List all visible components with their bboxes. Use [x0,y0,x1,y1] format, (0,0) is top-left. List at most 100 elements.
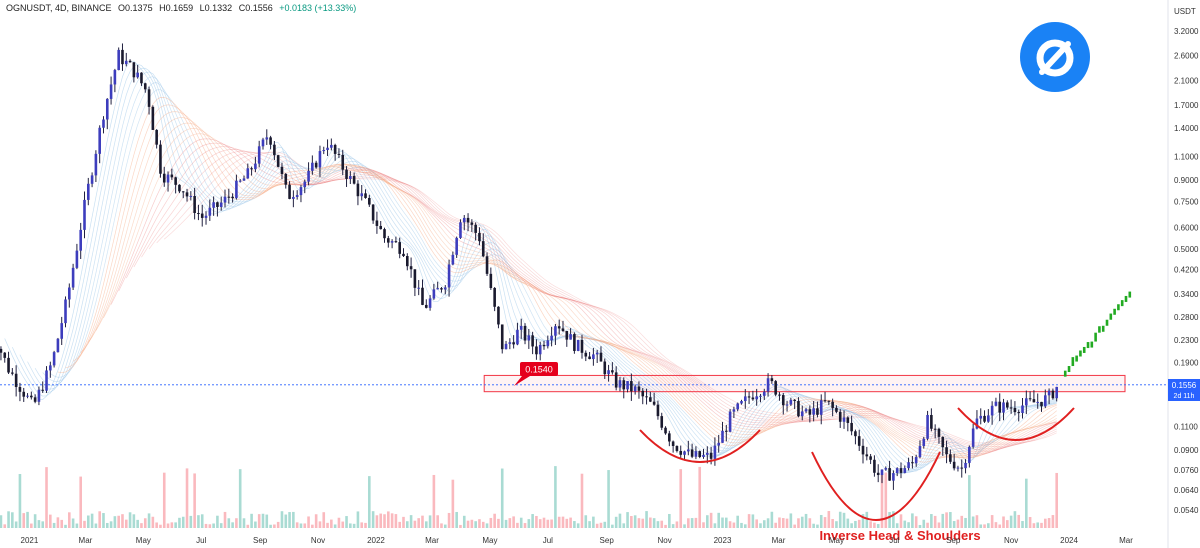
candle-body [998,401,1002,413]
candle-body [724,430,728,432]
candle-body [83,199,86,230]
volume-bar [497,518,500,528]
candle-body [690,449,694,457]
candle-body [204,215,208,218]
volume-bar [736,515,739,528]
candle-body [128,60,132,63]
candle-body [223,196,227,203]
candle-body [1021,405,1024,414]
candle-body [793,399,796,402]
candle-body [861,445,865,455]
candle-body [702,454,705,458]
candle-body [698,451,702,458]
volume-bar [888,512,891,528]
candle-body [538,344,542,355]
ma-ribbon-line [57,96,1057,463]
candle-body [314,162,318,168]
inverse-head-shoulders-curves [639,407,1075,521]
candle-body [402,253,405,257]
price-tick-label: 0.4200 [1174,265,1199,274]
bar-countdown: 2d 11h [1174,393,1195,400]
volume-bar [185,468,189,528]
volume-bar [952,521,956,528]
volume-bar [500,468,504,528]
volume-bar [64,524,67,528]
volume-bar [178,517,181,528]
candle-body [276,155,280,167]
volume-bar [987,523,990,528]
volume-bar [561,516,565,528]
volume-bar [979,524,983,528]
candle-body [603,361,607,375]
volume-bar [884,472,888,528]
volume-bar [595,523,599,528]
candle-body [595,352,599,355]
candle-body [1028,398,1032,400]
price-axis[interactable]: USDT 3.2000 2.6000 2.1000 1.7000 1.4000 1.100… [1167,0,1199,548]
volume-bar [827,511,831,528]
candle-body [98,127,101,154]
ma-ribbon-line [103,133,1057,458]
candle-body [774,381,777,395]
volume-bar [68,512,71,528]
volume-bar [523,523,527,528]
ma-ribbon-line [19,67,1057,473]
volume-bar [630,516,633,528]
volume-bar [911,513,914,528]
candle-body [421,287,424,305]
projection-bar [1079,350,1082,357]
candle-body [45,370,48,391]
ma-ribbon-line [110,138,1057,456]
volume-bar [379,513,383,528]
volume-bar [1044,518,1047,528]
volume-bar [98,511,101,528]
price-tick-label: 0.2300 [1174,336,1199,345]
volume-bar [656,521,660,528]
time-tick-label: Nov [1004,536,1018,545]
candle-body [307,170,310,182]
candle-body [330,144,333,148]
support-price-label: 0.1540 [514,362,558,386]
volume-bar [462,515,466,528]
candle-body [842,417,846,422]
volume-bar [11,512,14,528]
volume-bar [311,524,314,528]
volume-bar [971,516,975,528]
volume-bar [45,467,48,528]
candle-body [417,287,420,289]
candle-body [208,207,212,216]
time-axis[interactable]: 2021 Mar May Jul Sep Nov 2022 Mar May Jul Sep Nov 20… [0,536,1168,548]
volume-bar [223,511,227,528]
candle-body [812,408,815,415]
candle-body [949,454,952,462]
pattern-curve [957,407,1075,441]
volume-bar [326,522,329,528]
candle-body [797,401,800,417]
candle-body [288,184,291,199]
candle-body [219,202,223,207]
volume-bar [504,519,508,528]
volume-bar [968,475,971,528]
volume-bar [998,524,1002,528]
candle-body [687,449,690,452]
volume-bar [781,518,785,528]
projection-bar [1075,355,1078,362]
volume-bar [60,519,64,528]
candle-body [941,436,945,448]
time-tick-label: May [829,536,844,545]
volume-bar [105,522,109,528]
volume-bar [611,524,614,528]
candle-body [60,323,64,339]
candle-body [155,129,158,145]
candle-body [740,401,743,404]
volume-bar [937,522,941,528]
candle-body [147,89,151,107]
volume-bar [33,514,37,528]
volume-bar [880,474,884,528]
candle-body [368,197,371,205]
candle-body [318,151,322,168]
volume-bar [565,518,569,528]
volume-bar [573,521,576,528]
volume-bar [1040,522,1043,528]
